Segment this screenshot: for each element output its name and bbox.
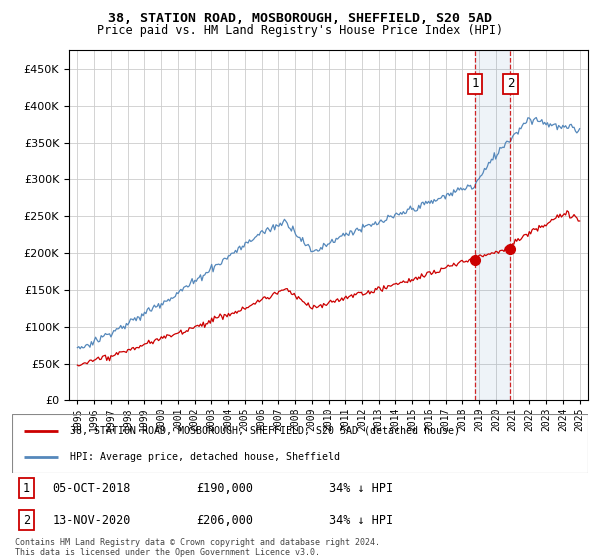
Text: 38, STATION ROAD, MOSBOROUGH, SHEFFIELD, S20 5AD (detached house): 38, STATION ROAD, MOSBOROUGH, SHEFFIELD,…	[70, 426, 460, 436]
Text: 2: 2	[507, 77, 514, 90]
Text: £206,000: £206,000	[196, 514, 253, 527]
Text: 2: 2	[23, 514, 30, 527]
Text: 1: 1	[23, 482, 30, 495]
Text: 05-OCT-2018: 05-OCT-2018	[52, 482, 131, 495]
Text: 13-NOV-2020: 13-NOV-2020	[52, 514, 131, 527]
Text: 34% ↓ HPI: 34% ↓ HPI	[329, 482, 393, 495]
Bar	[475, 50, 511, 400]
Text: HPI: Average price, detached house, Sheffield: HPI: Average price, detached house, Shef…	[70, 452, 340, 462]
Text: Price paid vs. HM Land Registry's House Price Index (HPI): Price paid vs. HM Land Registry's House …	[97, 24, 503, 36]
Text: 1: 1	[471, 77, 479, 90]
Text: 34% ↓ HPI: 34% ↓ HPI	[329, 514, 393, 527]
Text: Contains HM Land Registry data © Crown copyright and database right 2024.
This d: Contains HM Land Registry data © Crown c…	[15, 538, 380, 557]
Text: 38, STATION ROAD, MOSBOROUGH, SHEFFIELD, S20 5AD: 38, STATION ROAD, MOSBOROUGH, SHEFFIELD,…	[108, 12, 492, 25]
Text: £190,000: £190,000	[196, 482, 253, 495]
